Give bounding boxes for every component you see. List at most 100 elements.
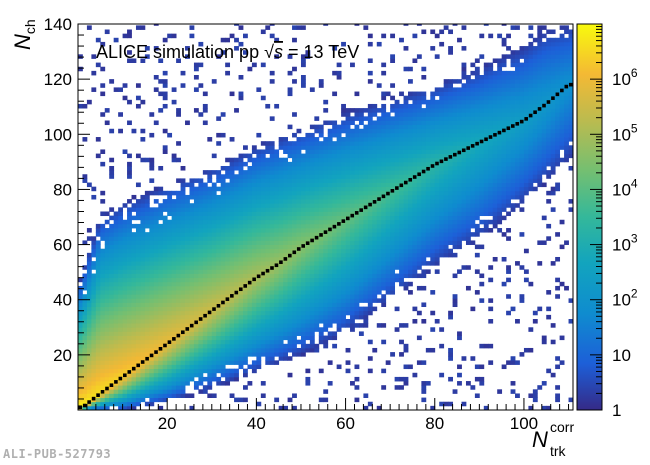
heatmap-cell [225,157,231,163]
heatmap-cell [91,244,97,250]
heatmap-cell [412,232,418,237]
heatmap-cell [234,215,239,221]
heatmap-cell [256,261,262,266]
heatmap-cell [189,294,195,299]
heatmap-cell [381,277,387,283]
heatmap-cell [416,232,422,237]
heatmap-cell [207,372,213,378]
heatmap-cell [448,99,453,105]
heatmap-cell [153,244,159,250]
heatmap-cell [367,58,373,63]
heatmap-cell [225,269,231,274]
heatmap-cell [465,108,471,113]
heatmap-cell [300,194,306,200]
heatmap-cell [292,174,297,179]
heatmap-cell [189,228,195,233]
heatmap-cell [189,33,195,39]
heatmap-cell [278,281,284,287]
heatmap-cell [350,314,355,320]
heatmap-cell [327,145,333,150]
heatmap-cell [153,261,159,266]
heatmap-cell [425,178,431,183]
heatmap-cell [229,376,235,382]
heatmap-cell [457,91,462,97]
heatmap-cell [309,215,315,221]
heatmap-cell [265,240,271,245]
heatmap-cell [149,207,155,212]
heatmap-cell [78,294,83,299]
heatmap-cell [144,223,150,229]
heatmap-cell [260,273,266,279]
heatmap-cell [122,298,128,303]
heatmap-cell [229,352,235,357]
heatmap-cell [229,347,235,353]
heatmap-cell [309,273,315,279]
heatmap-cell [488,128,494,134]
heatmap-cell [390,281,396,287]
heatmap-cell [465,215,471,221]
heatmap-cell [296,240,302,245]
heatmap-cell [474,124,480,130]
heatmap-cell [376,83,382,88]
heatmap-cell [408,170,413,175]
heatmap-cell [82,285,88,291]
heatmap-cell [243,323,248,328]
heatmap-cell [314,261,320,266]
heatmap-cell [323,207,329,212]
heatmap-cell [162,306,168,312]
heatmap-cell [399,103,404,109]
heatmap-cell [474,116,480,121]
heatmap-cell [269,219,275,225]
heatmap-cell [292,339,297,345]
heatmap-cell [283,277,288,283]
heatmap-cell [408,108,413,113]
heatmap-cell [394,219,400,225]
heatmap-cell [439,87,445,92]
heatmap-cell [162,236,168,241]
heatmap-cell [100,331,106,336]
heatmap-cell [127,269,132,274]
heatmap-cell [144,360,150,365]
heatmap-cell [122,83,128,88]
heatmap-cell [153,397,159,403]
heatmap-cell [381,178,387,183]
heatmap-cell [118,269,123,274]
heatmap-cell [421,215,427,221]
heatmap-cell [314,137,320,142]
heatmap-cell [260,244,266,250]
heatmap-cell [131,319,137,324]
heatmap-cell [372,128,378,134]
heatmap-cell [345,124,351,130]
heatmap-cell [202,331,208,336]
heatmap-cell [296,186,302,192]
heatmap-cell [296,182,302,188]
heatmap-cell [260,157,266,163]
heatmap-cell [501,145,507,150]
heatmap-cell [318,186,324,192]
heatmap-cell [140,327,146,332]
heatmap-cell [452,215,458,221]
heatmap-cell [296,339,302,345]
heatmap-cell [483,99,489,105]
heatmap-cell [314,256,320,262]
heatmap-cell [350,306,355,312]
heatmap-cell [350,236,355,241]
heatmap-cell [501,116,507,121]
heatmap-cell [385,132,391,138]
heatmap-cell [144,157,150,163]
heatmap-cell [189,290,195,295]
heatmap-cell [86,298,92,303]
heatmap-cell [113,269,119,274]
heatmap-cell [162,223,168,229]
heatmap-cell [234,273,239,279]
heatmap-cell [305,228,311,233]
heatmap-cell [149,215,155,221]
heatmap-cell [399,124,404,130]
heatmap-cell [78,323,83,328]
heatmap-cell [269,240,275,245]
heatmap-cell [144,194,150,200]
heatmap-cell [292,310,297,316]
heatmap-cell [162,376,168,382]
heatmap-cell [434,319,440,324]
heatmap-cell [216,294,222,299]
